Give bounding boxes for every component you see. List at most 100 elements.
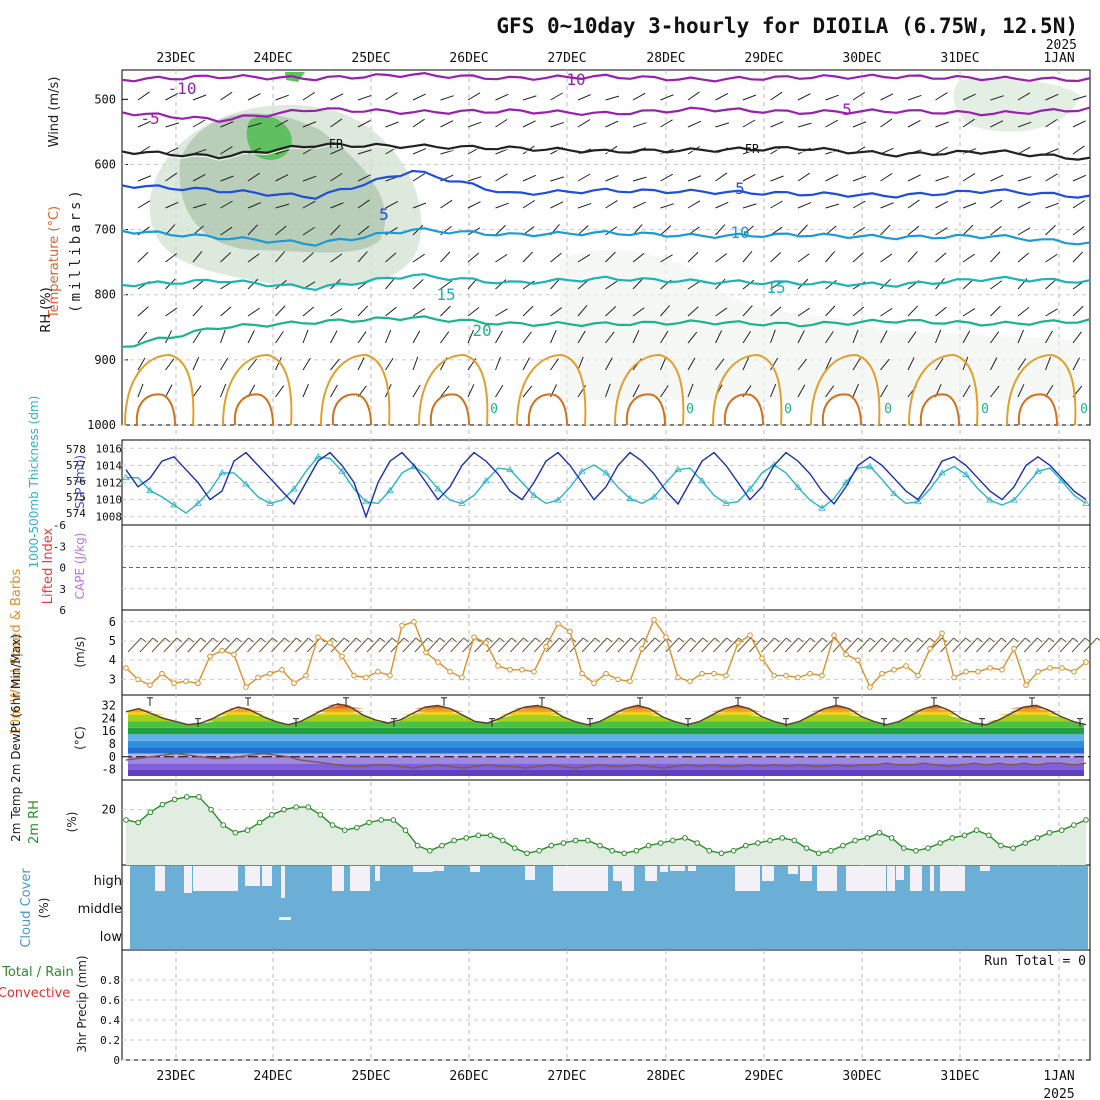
wind-barb [1072, 251, 1084, 263]
wind-barb [165, 253, 177, 263]
wind-barb [907, 251, 918, 263]
li-tick-0: 0 [59, 562, 66, 575]
wind-barb [357, 199, 370, 209]
thickness-point [722, 499, 730, 506]
wind10-point [795, 674, 801, 681]
wind10-point [183, 678, 189, 685]
wind-barb [742, 250, 753, 263]
top-date-23DEC: 23DEC [156, 51, 195, 66]
wind10-point [471, 634, 477, 640]
ylabel-temp: Temperature (°C) [47, 206, 62, 319]
rh2m-point [378, 817, 384, 823]
wind-barb [797, 384, 806, 398]
w10-barb-flag [403, 637, 410, 643]
rh2m-point [512, 845, 518, 851]
wind-barb [137, 357, 146, 371]
wind-barb [632, 307, 645, 317]
wind-barb [137, 331, 148, 344]
slp-tick-1008: 1008 [96, 511, 123, 524]
wind-barb [1017, 92, 1031, 101]
w10-barb [498, 637, 512, 653]
wind10-point [291, 680, 297, 687]
ylabel-wind10: 10m Wind Speed & Barbs [9, 569, 24, 736]
w10-barb-flag [618, 637, 625, 643]
thickness-point [1010, 496, 1018, 503]
contour-zero-3: 0 [884, 402, 892, 417]
wind-barb [687, 357, 696, 371]
w10-barb [330, 637, 345, 653]
temp-band-26 [128, 711, 1084, 716]
dewpt2m-line [125, 752, 1087, 769]
rh2m-point [402, 827, 409, 834]
isotherm-label-10: 10 [566, 70, 585, 89]
w10-barb [342, 637, 357, 653]
wind-barb [880, 202, 894, 209]
w10-barb-flag [1084, 637, 1091, 643]
cloud-gap-8 [375, 866, 380, 881]
rh-tick-20: 20 [102, 803, 116, 817]
wind-barb [962, 356, 969, 371]
wind10-point [975, 668, 981, 675]
w10-barb-flag [1072, 637, 1079, 643]
w10-barb [294, 637, 309, 653]
wind-barb [192, 119, 206, 128]
cloud-gap-4 [262, 866, 272, 886]
isotherm-20 [121, 315, 1091, 348]
w10-barb-flag [284, 637, 290, 643]
wind-barb [192, 173, 206, 182]
wind10-point [1023, 682, 1029, 688]
w10-barb [235, 637, 249, 653]
w10-barb-flag [881, 637, 888, 643]
w10-barb-flag [451, 637, 458, 643]
wind-barb [165, 201, 179, 209]
wind-barb [715, 92, 729, 101]
wind-barb [687, 145, 701, 155]
wind10-point [807, 670, 813, 677]
wind-barb [605, 383, 611, 398]
bottom-date-26DEC: 26DEC [449, 1069, 488, 1084]
p-tick-1000: 1000 [87, 418, 116, 432]
w10-barb [211, 637, 226, 653]
wind-barb [907, 174, 921, 182]
wind-barb [550, 307, 562, 317]
rh2m-point [317, 812, 324, 818]
wind10-point [387, 672, 393, 679]
wind10-point [135, 676, 141, 683]
surface-contour-outer [418, 353, 489, 426]
wind-barb [275, 385, 285, 398]
cloud-gap-7 [350, 866, 370, 891]
w10-barb-flag [236, 637, 242, 643]
wind-barb [302, 329, 309, 344]
cloud-gap-low [279, 917, 291, 920]
w10-barb [964, 637, 978, 653]
wind-barb [935, 146, 948, 155]
cloud-gap-21 [762, 866, 774, 881]
thickness-point [482, 477, 490, 484]
w10-barb [414, 637, 429, 653]
ylabel-temp2m-unit: (°C) [73, 726, 87, 750]
thickness-point [962, 470, 970, 477]
precip-tick-0.8: 0.8 [100, 974, 120, 987]
wind-barb [467, 92, 481, 101]
wind-barb [907, 357, 915, 371]
cloud-gap-30 [940, 866, 965, 891]
temp-band-10 [128, 734, 1084, 741]
wind-barb [577, 94, 592, 101]
wind-barb [605, 120, 619, 128]
cloud-gap-10 [432, 866, 444, 871]
wind-barb [330, 307, 343, 317]
li-tick--3: -3 [53, 540, 66, 553]
wind-barb [357, 174, 371, 182]
temp-band--8 [128, 763, 1084, 770]
wind-barb [935, 227, 948, 236]
t2-tick-32: 32 [102, 698, 116, 712]
wind-barb [1072, 145, 1085, 155]
wind-barb [797, 122, 812, 128]
rh2m-point [487, 832, 494, 839]
temp-band--12 [128, 769, 1084, 776]
cloud-gap-29 [930, 866, 934, 891]
thickness-point [794, 483, 802, 490]
ylabel-temp2m: 2m Temp 2m DewPt (6hr Min/Max) [9, 634, 23, 842]
rh2m-point [208, 806, 214, 813]
